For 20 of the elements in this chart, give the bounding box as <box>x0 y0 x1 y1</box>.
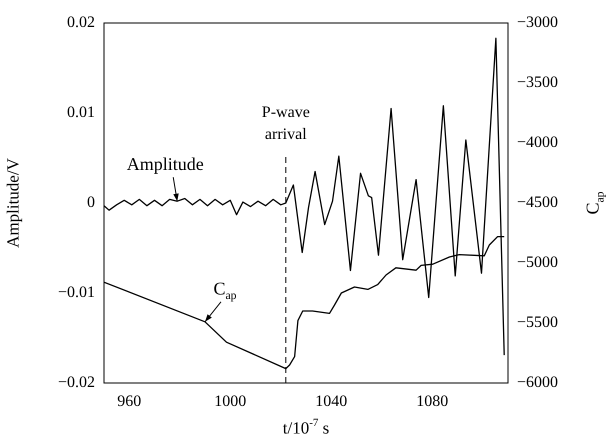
y-tick-label: 0 <box>87 194 95 212</box>
series-label: Amplitude <box>126 154 204 174</box>
ref-line-label: P-wave arrival <box>262 104 310 144</box>
x-tick-label: 960 <box>117 392 142 410</box>
y2-tick-label: −5500 <box>517 314 558 332</box>
y-tick-label: 0.01 <box>67 104 95 122</box>
y2-axis-title: Cap <box>582 191 606 215</box>
y2-tick-label: −3500 <box>517 74 558 92</box>
y2-tick-label: −4000 <box>517 134 558 152</box>
y-tick-label: −0.01 <box>58 284 95 302</box>
x-tick-label: 1080 <box>416 392 448 410</box>
y-tick-label: 0.02 <box>67 14 95 32</box>
x-tick-label: 1040 <box>315 392 348 410</box>
y2-tick-label: −5000 <box>517 254 558 272</box>
y-tick-label: −0.02 <box>58 374 95 392</box>
x-tick-label: 1000 <box>214 392 246 410</box>
y-axis-title: Amplitude/V <box>3 157 22 248</box>
y2-tick-label: −4500 <box>517 194 558 212</box>
y2-tick-label: −3000 <box>517 14 558 32</box>
y2-tick-label: −6000 <box>517 374 558 392</box>
